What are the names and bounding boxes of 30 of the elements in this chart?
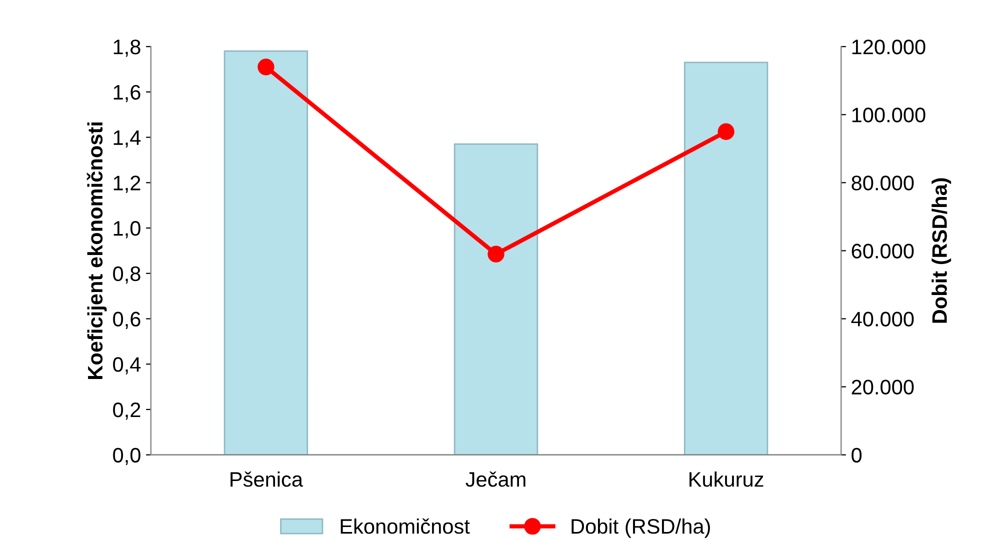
y-tick-label: 1,2 <box>114 176 140 193</box>
y-axis-title: Koeficijent ekonomičnosti <box>86 122 107 379</box>
y2-tick-label: 120.000 <box>852 40 926 54</box>
x-tick-label: Pšenica <box>230 471 304 487</box>
y-tick-label: 1,0 <box>114 221 140 238</box>
point <box>258 58 274 76</box>
y-tick-label: 0,6 <box>113 312 140 329</box>
y-tick-label: 0,8 <box>113 266 140 284</box>
point <box>718 123 734 140</box>
y2-tick-label: 20.000 <box>852 380 914 395</box>
y-tick-label: 0,4 <box>113 357 141 374</box>
y-tick-label: 1,8 <box>114 40 140 57</box>
x-tick-label: Kukuruz <box>690 472 764 487</box>
x-tick-label: Ječam <box>466 471 526 487</box>
legend-label: Dobit (RSD/ha) <box>572 518 710 538</box>
y2-axis-title: Dobit (RSD/ha) <box>932 178 952 323</box>
y-tick-label: 1,4 <box>114 130 141 148</box>
bar <box>224 50 308 455</box>
y-tick-label: 0,0 <box>113 448 140 466</box>
y2-tick-label: 100.000 <box>852 108 926 122</box>
y2-tick-label: 40.000 <box>851 312 914 327</box>
y-tick-label: 1,6 <box>114 84 140 102</box>
y2-tick-label: 60.000 <box>852 244 914 258</box>
bar <box>684 62 768 455</box>
y2-tick-label: 80.000 <box>852 176 914 190</box>
y-tick-label: 0,2 <box>113 402 140 420</box>
bar <box>454 143 538 455</box>
y2-tick-label: 0 <box>852 448 862 463</box>
legend-label: Ekonomičnost <box>340 518 470 534</box>
point <box>488 246 504 262</box>
